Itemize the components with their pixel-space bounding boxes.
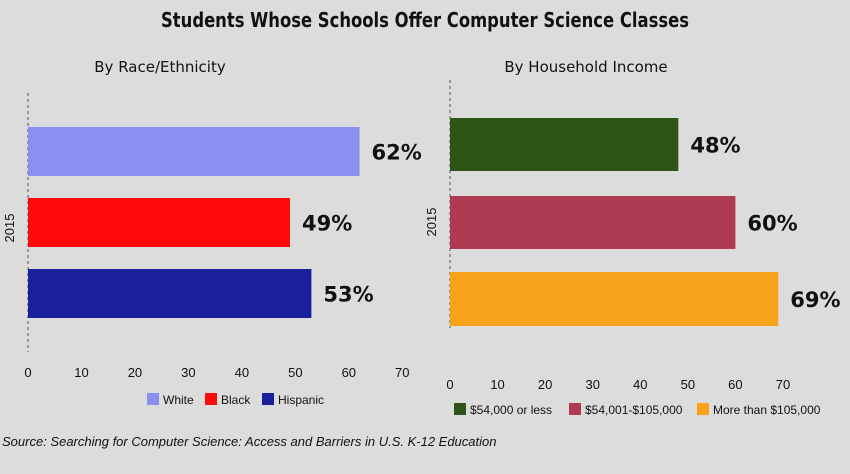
bar-1-2 (28, 198, 291, 247)
legend-swatch-1-3 (262, 393, 274, 405)
x-tick-label-1-1: 10 (74, 365, 88, 380)
x-tick-label-1-2: 20 (128, 365, 142, 380)
legend-label-1-2: Black (221, 393, 251, 407)
x-tick-label-2-5: 50 (681, 377, 695, 392)
subtitle-2: By Household Income (504, 58, 667, 76)
x-tick-label-2-4: 40 (633, 377, 647, 392)
legend-label-2-2: $54,001-$105,000 (585, 403, 683, 417)
chart-title: Students Whose Schools Offer Computer Sc… (160, 8, 689, 32)
legend-swatch-2-2 (569, 403, 581, 415)
bar-2-3 (450, 272, 779, 326)
x-tick-label-2-2: 20 (538, 377, 552, 392)
data-label-2-2: 60% (747, 212, 797, 236)
x-tick-label-1-3: 30 (181, 365, 195, 380)
y-category-label-2: 2015 (424, 208, 439, 237)
x-tick-label-1-0: 0 (24, 365, 31, 380)
legend-label-2-1: $54,000 or less (470, 403, 552, 417)
legend-label-1-3: Hispanic (278, 393, 324, 407)
y-category-label-1: 2015 (2, 214, 17, 243)
legend-swatch-1-2 (205, 393, 217, 405)
x-tick-label-2-6: 60 (728, 377, 742, 392)
bar-1-1 (28, 127, 360, 176)
bar-2-2 (450, 196, 736, 249)
bar-2-1 (450, 118, 679, 171)
data-label-1-1: 62% (372, 141, 422, 165)
legend-swatch-2-1 (454, 403, 466, 415)
x-tick-label-2-7: 70 (776, 377, 790, 392)
data-label-1-3: 53% (323, 283, 373, 307)
bar-1-3 (28, 269, 312, 318)
x-tick-label-2-3: 30 (585, 377, 599, 392)
x-tick-label-2-0: 0 (446, 377, 453, 392)
legend-swatch-2-3 (697, 403, 709, 415)
x-tick-label-1-7: 70 (395, 365, 409, 380)
x-tick-label-1-5: 50 (288, 365, 302, 380)
legend-label-2-3: More than $105,000 (713, 403, 821, 417)
subtitle-1: By Race/Ethnicity (94, 58, 226, 76)
x-tick-label-1-6: 60 (342, 365, 356, 380)
legend-label-1-1: White (163, 393, 194, 407)
x-tick-label-1-4: 40 (235, 365, 249, 380)
data-label-1-2: 49% (302, 212, 352, 236)
legend-swatch-1-1 (147, 393, 159, 405)
source-note: Source: Searching for Computer Science: … (2, 434, 497, 449)
x-tick-label-2-1: 10 (490, 377, 504, 392)
data-label-2-3: 69% (790, 288, 840, 312)
data-label-2-1: 48% (690, 134, 740, 158)
